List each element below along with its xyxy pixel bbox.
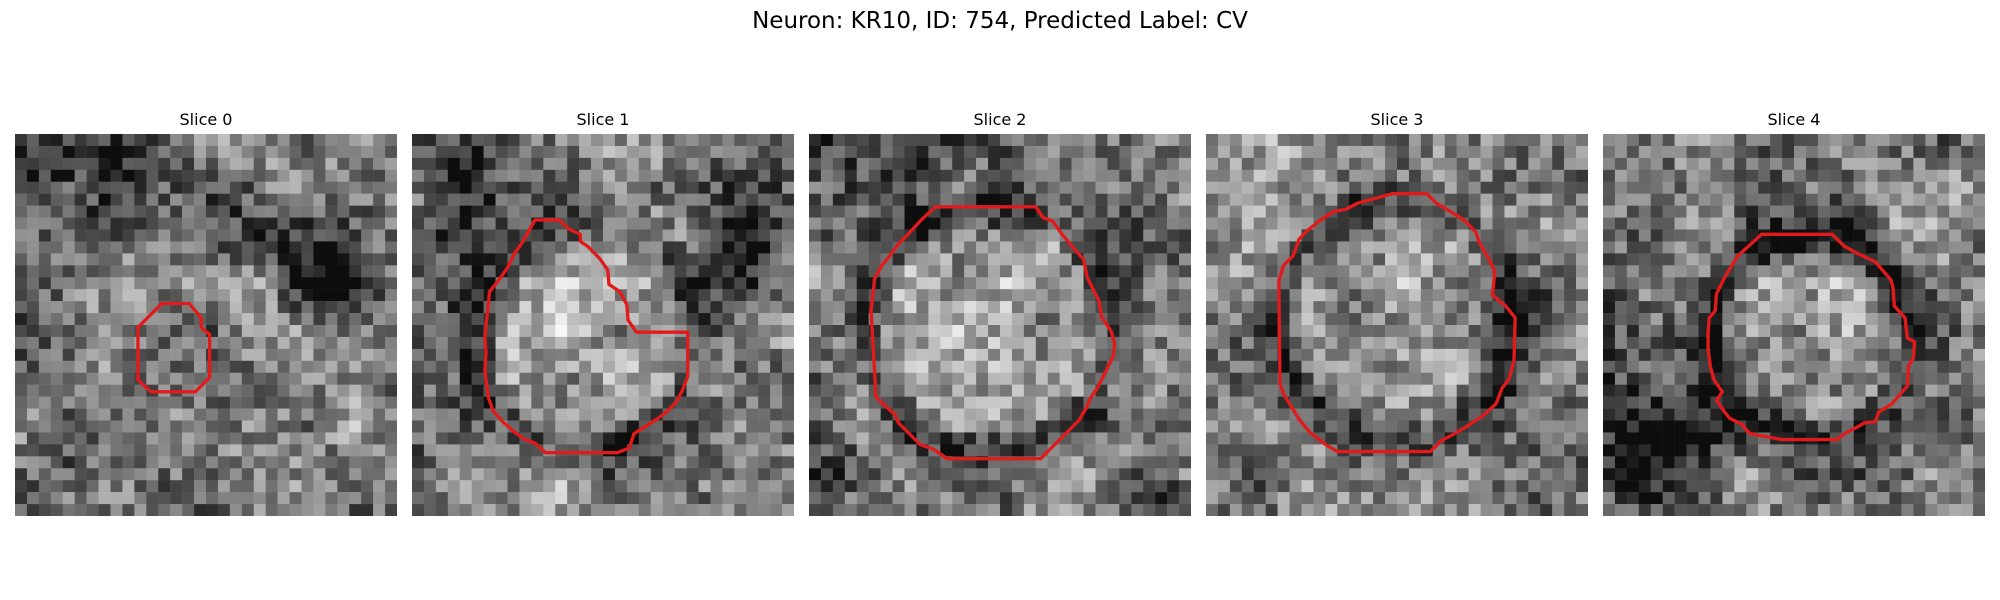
slice-0-svg [15,134,397,516]
roi-contour-1 [483,218,690,455]
slice-panel-4: Slice 4 [1603,110,1985,516]
slice-image-0 [15,134,397,516]
grayscale-pixels-3 [1206,134,1588,516]
roi-contour-4 [1706,232,1917,442]
slice-4-svg [1603,134,1985,516]
figure-title: Neuron: KR10, ID: 754, Predicted Label: … [752,8,1248,34]
slice-title-1: Slice 1 [576,110,630,129]
slice-image-4 [1603,134,1985,516]
slice-3-svg [1206,134,1588,516]
slice-image-3 [1206,134,1588,516]
slice-panel-1: Slice 1 [412,110,794,516]
slice-title-3: Slice 3 [1370,110,1424,129]
roi-contour-3 [1277,192,1517,454]
grayscale-pixels-4 [1603,134,1985,516]
grayscale-pixels-0 [15,134,397,516]
slice-title-2: Slice 2 [973,110,1027,129]
grayscale-pixels-1 [412,134,794,516]
slice-panel-3: Slice 3 [1206,110,1588,516]
slice-title-0: Slice 0 [179,110,233,129]
grayscale-pixels-2 [809,134,1191,516]
slice-image-2 [809,134,1191,516]
roi-contour-0 [136,301,212,394]
slice-panel-2: Slice 2 [809,110,1191,516]
slice-2-svg [809,134,1191,516]
roi-contour-2 [869,205,1117,461]
slice-1-svg [412,134,794,516]
slice-title-4: Slice 4 [1767,110,1821,129]
slice-image-1 [412,134,794,516]
slice-panel-0: Slice 0 [15,110,397,516]
